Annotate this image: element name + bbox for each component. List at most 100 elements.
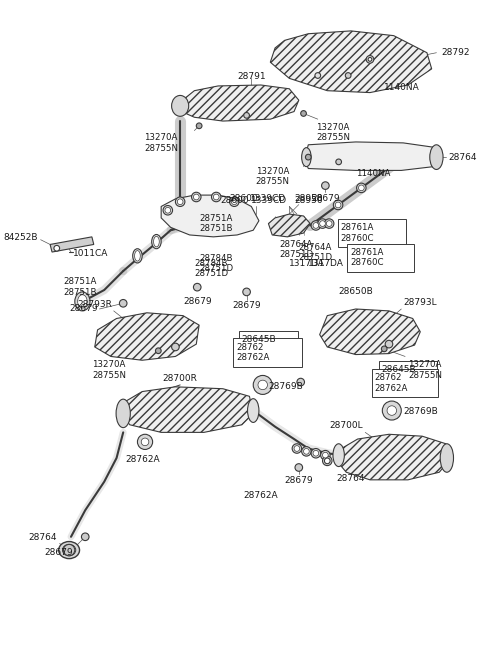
Ellipse shape xyxy=(440,444,454,472)
Text: 28761A
28760C: 28761A 28760C xyxy=(340,223,374,243)
Circle shape xyxy=(323,456,332,466)
Ellipse shape xyxy=(333,444,344,466)
Text: 84252B: 84252B xyxy=(3,233,38,242)
Circle shape xyxy=(318,219,327,229)
Text: 28793R: 28793R xyxy=(77,300,112,309)
Circle shape xyxy=(172,343,179,351)
Text: 28764A
28751D: 28764A 28751D xyxy=(280,240,314,259)
Text: 13270A
28755N: 13270A 28755N xyxy=(316,123,350,142)
Text: 28762A: 28762A xyxy=(125,455,159,464)
Polygon shape xyxy=(50,237,94,252)
Polygon shape xyxy=(161,195,259,237)
Circle shape xyxy=(311,221,321,230)
Circle shape xyxy=(297,379,304,386)
Text: 28762A: 28762A xyxy=(243,491,278,500)
Text: 28679: 28679 xyxy=(69,305,97,314)
Ellipse shape xyxy=(301,147,311,166)
Text: 1339CD: 1339CD xyxy=(251,194,287,202)
Circle shape xyxy=(366,56,374,63)
Circle shape xyxy=(385,341,393,348)
Circle shape xyxy=(137,434,153,449)
Text: 28751A
28751B: 28751A 28751B xyxy=(63,278,97,297)
Polygon shape xyxy=(337,434,449,480)
Circle shape xyxy=(258,380,267,390)
Ellipse shape xyxy=(172,96,189,117)
Circle shape xyxy=(82,533,89,540)
Text: 28679: 28679 xyxy=(183,297,212,306)
Ellipse shape xyxy=(154,236,159,247)
Ellipse shape xyxy=(152,234,161,249)
Text: 28769B: 28769B xyxy=(268,383,303,391)
Text: 28679: 28679 xyxy=(285,476,313,485)
Text: 28761A
28760C: 28761A 28760C xyxy=(350,248,384,267)
Circle shape xyxy=(177,199,183,204)
Text: 28650B: 28650B xyxy=(338,287,373,296)
Circle shape xyxy=(321,451,330,460)
Circle shape xyxy=(120,299,127,307)
Circle shape xyxy=(336,159,341,164)
Ellipse shape xyxy=(134,251,140,261)
Polygon shape xyxy=(304,142,439,170)
Circle shape xyxy=(301,447,311,456)
Ellipse shape xyxy=(78,295,87,308)
Text: 28600: 28600 xyxy=(229,194,258,202)
Circle shape xyxy=(175,197,185,206)
Polygon shape xyxy=(268,214,310,237)
Circle shape xyxy=(54,246,60,251)
Circle shape xyxy=(141,438,149,445)
Circle shape xyxy=(193,194,199,200)
Text: 28793L: 28793L xyxy=(403,298,437,307)
Circle shape xyxy=(253,375,272,394)
Text: 28679: 28679 xyxy=(232,301,261,310)
Text: 28784B
28751D: 28784B 28751D xyxy=(199,254,233,273)
Circle shape xyxy=(335,202,341,208)
Circle shape xyxy=(324,458,330,464)
FancyBboxPatch shape xyxy=(379,361,437,379)
Circle shape xyxy=(300,111,306,117)
Circle shape xyxy=(315,73,321,79)
Circle shape xyxy=(156,348,161,354)
Text: 28645B: 28645B xyxy=(242,335,276,344)
Text: 1140NA: 1140NA xyxy=(384,83,420,92)
FancyBboxPatch shape xyxy=(338,219,406,248)
Text: 1140NA: 1140NA xyxy=(356,168,390,178)
Circle shape xyxy=(292,444,301,453)
Text: 28679: 28679 xyxy=(44,548,73,557)
Text: 28769B: 28769B xyxy=(403,407,438,416)
Ellipse shape xyxy=(62,544,76,556)
Ellipse shape xyxy=(430,145,443,170)
Text: 28764A
28751D: 28764A 28751D xyxy=(299,242,333,262)
Text: 28791: 28791 xyxy=(237,72,265,81)
Text: 28950: 28950 xyxy=(294,196,323,204)
Text: 28700L: 28700L xyxy=(330,421,363,430)
Ellipse shape xyxy=(248,399,259,422)
Text: 13270A
28755N: 13270A 28755N xyxy=(144,134,178,153)
Circle shape xyxy=(303,449,309,454)
Polygon shape xyxy=(95,313,199,360)
Circle shape xyxy=(382,346,387,352)
FancyBboxPatch shape xyxy=(239,331,298,348)
Text: 28600: 28600 xyxy=(221,196,250,204)
Text: 1317DA: 1317DA xyxy=(289,259,325,268)
Text: 13270A
28755N: 13270A 28755N xyxy=(255,166,289,186)
Text: 1339CD: 1339CD xyxy=(251,196,288,204)
Circle shape xyxy=(165,208,171,213)
Ellipse shape xyxy=(59,542,80,559)
Text: 28679: 28679 xyxy=(311,194,340,203)
Circle shape xyxy=(313,223,319,229)
Circle shape xyxy=(368,58,372,62)
Text: 1011CA: 1011CA xyxy=(73,250,108,259)
Text: 28764: 28764 xyxy=(449,153,477,162)
Text: 28792: 28792 xyxy=(441,48,469,57)
Text: 28751A
28751B: 28751A 28751B xyxy=(199,214,233,233)
Circle shape xyxy=(322,182,329,189)
Circle shape xyxy=(193,284,201,291)
Text: 1317DA: 1317DA xyxy=(308,259,344,268)
Circle shape xyxy=(196,123,202,128)
Circle shape xyxy=(244,113,250,118)
Circle shape xyxy=(359,185,364,191)
Circle shape xyxy=(323,453,328,458)
Circle shape xyxy=(231,199,237,204)
Polygon shape xyxy=(120,387,253,432)
Circle shape xyxy=(311,449,321,458)
